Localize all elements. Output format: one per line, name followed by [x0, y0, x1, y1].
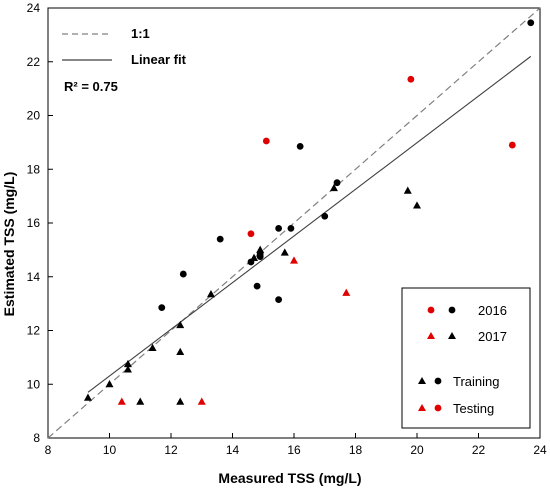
- 2016-testing-point: [407, 75, 415, 83]
- 2016-training-point: [333, 179, 341, 187]
- 2017-testing-point: [197, 397, 206, 405]
- 2017-training-point: [83, 393, 92, 401]
- legend-2016-black-circle: [448, 306, 456, 314]
- y-tick-label: 24: [27, 1, 41, 15]
- linear-fit-line: [87, 55, 532, 393]
- y-tick-label: 14: [27, 270, 41, 284]
- 2017-training-point: [123, 359, 132, 368]
- legend-box-frame: [401, 287, 531, 429]
- x-tick-label: 22: [472, 443, 486, 457]
- 2016-training-point: [527, 19, 535, 27]
- data-points: [83, 19, 535, 405]
- 2017-training-point: [280, 248, 289, 256]
- x-tick-label: 8: [45, 443, 52, 457]
- 2016-training-point: [158, 304, 166, 312]
- legend-training-label: Training: [453, 374, 499, 389]
- legend-training-circle: [434, 377, 442, 385]
- marker-legend-box: 2016 2017 Training Testing: [401, 287, 531, 429]
- legend-2017-red-triangle: [427, 332, 435, 339]
- 2017-testing-point: [290, 256, 298, 264]
- x-tick-label: 16: [287, 443, 301, 457]
- legend-testing-circle: [434, 404, 442, 412]
- legend-1to1-label: 1:1: [131, 26, 150, 41]
- 2017-training-point: [206, 290, 215, 298]
- y-tick-label: 16: [27, 216, 41, 230]
- 2017-training-point: [123, 365, 132, 373]
- 2016-training-point: [253, 282, 261, 290]
- reference-lines: [47, 7, 541, 439]
- 2017-training-point: [256, 245, 265, 253]
- 2017-training-point: [413, 201, 421, 209]
- x-tick-label: 14: [226, 443, 240, 457]
- y-tick-label: 18: [27, 162, 41, 176]
- 2017-testing-point: [342, 288, 351, 296]
- top-left-legend: 1:1 Linear fit R² = 0.75: [62, 26, 187, 94]
- x-axis-title: Measured TSS (mg/L): [218, 470, 361, 486]
- x-tick-label: 24: [533, 443, 547, 457]
- x-tick-label: 12: [164, 443, 178, 457]
- legend-2017-black-triangle: [448, 332, 456, 339]
- one-to-one-line: [47, 7, 541, 439]
- r-squared-label: R² = 0.75: [64, 79, 118, 94]
- 2016-training-point: [287, 224, 295, 232]
- axes: 8 10 12 14 16 18 20 22 24 8 10 12 14 16 18 20 22 24: [27, 1, 547, 457]
- y-tick-label: 12: [27, 324, 41, 338]
- 2016-training-point: [296, 143, 304, 150]
- 2016-training-point: [275, 296, 283, 303]
- legend-linear-fit-label: Linear fit: [131, 52, 187, 67]
- 2017-training-point: [148, 343, 157, 351]
- y-tick-label: 10: [27, 377, 41, 391]
- x-tick-label: 10: [103, 443, 117, 457]
- 2016-testing-point: [262, 137, 270, 145]
- 2017-training-point: [176, 320, 185, 329]
- y-tick-label: 22: [27, 55, 41, 69]
- legend-training-triangle: [418, 377, 426, 384]
- legend-testing-label: Testing: [453, 401, 494, 416]
- y-axis-title: Estimated TSS (mg/L): [1, 172, 17, 317]
- 2017-training-point: [329, 183, 338, 192]
- 2017-training-point: [176, 347, 185, 355]
- x-tick-label: 18: [349, 443, 363, 457]
- legend-2016-label: 2016: [478, 303, 507, 318]
- 2016-training-point: [321, 212, 329, 220]
- 2016-training-point: [275, 224, 283, 232]
- 2017-testing-point: [117, 397, 126, 405]
- 2016-testing-point: [247, 230, 255, 238]
- 2017-training-point: [250, 253, 259, 261]
- 2016-training-point: [179, 270, 187, 278]
- y-tick-label: 20: [27, 109, 41, 123]
- 2016-testing-point: [508, 141, 516, 149]
- 2017-training-point: [136, 397, 145, 405]
- legend-2017-label: 2017: [478, 329, 507, 344]
- y-tick-label: 8: [33, 431, 40, 445]
- legend-2016-red-circle: [427, 306, 435, 314]
- 2017-training-point: [403, 186, 412, 194]
- 2016-training-point: [216, 235, 224, 243]
- x-tick-label: 20: [410, 443, 424, 457]
- 2017-training-point: [176, 397, 185, 405]
- legend-testing-triangle: [418, 404, 426, 411]
- 2017-training-point: [105, 380, 114, 388]
